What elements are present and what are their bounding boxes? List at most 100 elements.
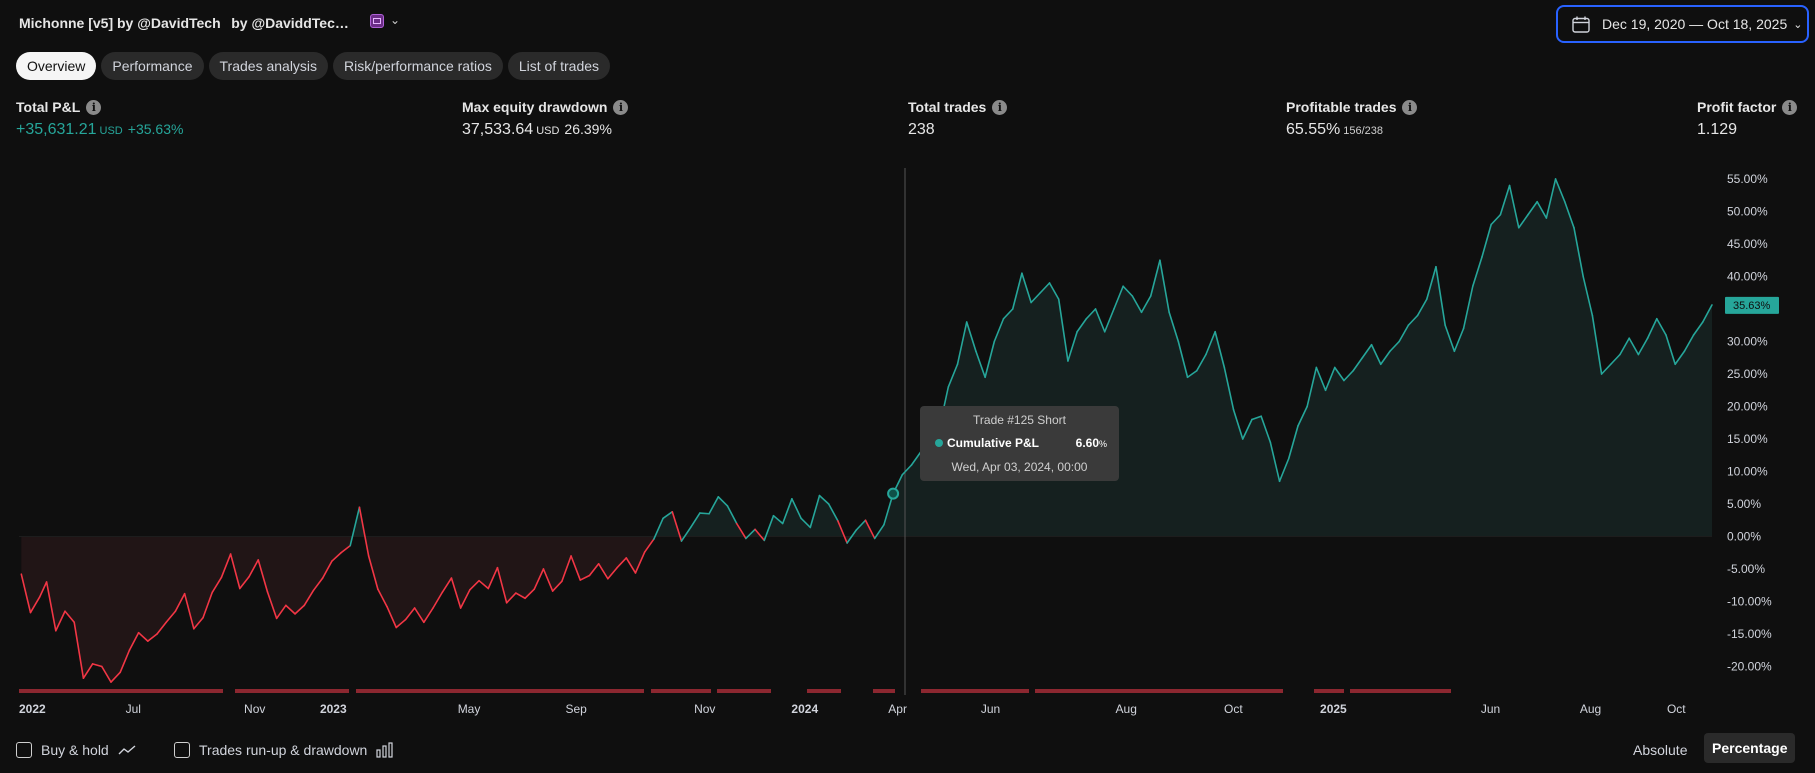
absolute-mode-button[interactable]: Absolute <box>1633 742 1688 758</box>
x-tick-label: Jul <box>126 702 141 716</box>
equity-line-segment <box>1140 295 1152 314</box>
equity-line-segment <box>956 321 968 366</box>
x-tick-label: Nov <box>694 702 715 716</box>
equity-line-segment <box>579 574 591 581</box>
equity-line-segment <box>1186 369 1198 379</box>
info-icon[interactable]: i <box>613 99 629 115</box>
chevron-down-icon[interactable]: ⌄ <box>390 13 401 27</box>
info-icon[interactable]: i <box>1782 99 1798 115</box>
equity-line-segment <box>993 317 1005 343</box>
equity-line-segment <box>1306 366 1318 408</box>
equity-line-segment <box>312 577 324 592</box>
equity-line-segment <box>754 528 766 542</box>
equity-line-segment <box>1444 324 1456 353</box>
strategy-title[interactable]: Michonne [v5] by @DavidTech by @DaviddTe… <box>19 15 349 31</box>
buy-hold-label: Buy & hold <box>41 742 109 758</box>
tab-performance[interactable]: Performance <box>101 52 204 80</box>
equity-line-segment <box>837 520 848 544</box>
equity-line-segment <box>1333 366 1345 382</box>
date-range-button[interactable]: Dec 19, 2020 — Oct 18, 2025 ⌄ <box>1556 5 1809 43</box>
chart-tooltip: Trade #125 Short Cumulative P&L 6.60 % W… <box>920 406 1119 481</box>
equity-line-segment <box>496 566 508 604</box>
metric-value: +35,631.21 <box>16 121 97 138</box>
bar-chart-icon <box>376 742 393 758</box>
tooltip-unit: % <box>1098 439 1107 449</box>
equity-line-segment <box>1131 295 1143 314</box>
tab-risk-performance-ratios[interactable]: Risk/performance ratios <box>333 52 503 80</box>
equity-line-segment <box>137 631 149 642</box>
tab-overview[interactable]: Overview <box>16 52 97 80</box>
x-tick-label: Aug <box>1580 702 1601 716</box>
equity-line-segment <box>1076 317 1088 333</box>
tab-bar: Overview Performance Trades analysis Ris… <box>16 52 611 80</box>
y-tick-label: 30.00% <box>1727 335 1768 349</box>
equity-line-segment <box>29 596 41 614</box>
equity-line-segment <box>515 592 526 600</box>
x-tick-label: 2022 <box>19 702 46 716</box>
equity-line-segment <box>1665 334 1676 366</box>
drawdown-marker <box>873 689 895 693</box>
equity-line-segment <box>1343 369 1354 382</box>
equity-chart[interactable]: 55.00%50.00%45.00%40.00%35.00%30.00%25.0… <box>0 160 1815 725</box>
equity-line-segment <box>505 592 517 604</box>
metric-label: Max equity drawdown <box>462 99 608 115</box>
equity-line-segment <box>570 555 582 581</box>
equity-line-segment <box>965 321 977 353</box>
equity-line-segment <box>1241 418 1253 440</box>
info-icon[interactable]: i <box>992 99 1008 115</box>
metric-percent: 26.39% <box>564 121 612 137</box>
equity-line-segment <box>266 590 278 620</box>
percentage-mode-button[interactable]: Percentage <box>1704 733 1796 763</box>
profit-area <box>21 179 1712 537</box>
info-icon[interactable]: i <box>1402 99 1418 115</box>
hovered-trade-point <box>887 487 900 500</box>
equity-line-segment <box>321 560 333 579</box>
runup-drawdown-checkbox[interactable] <box>174 742 190 758</box>
tab-trades-analysis[interactable]: Trades analysis <box>208 52 329 80</box>
x-tick-label: May <box>458 702 481 716</box>
chart-footer: Buy & hold Trades run-up & drawdown Abso… <box>0 730 1815 773</box>
equity-line-segment <box>1527 200 1538 216</box>
equity-line-segment <box>1370 343 1382 366</box>
equity-line-segment <box>1269 441 1281 483</box>
equity-line-segment <box>340 544 352 554</box>
drawdown-marker <box>807 689 841 693</box>
equity-line-segment <box>1453 327 1465 353</box>
equity-line-segment <box>1232 408 1244 440</box>
info-icon[interactable]: i <box>86 99 102 115</box>
equity-line-segment <box>763 514 775 542</box>
drawdown-marker <box>1314 689 1344 693</box>
equity-line-segment <box>432 591 444 609</box>
equity-line-segment <box>395 618 407 629</box>
equity-line-segment <box>846 529 858 544</box>
equity-line-segment <box>680 526 692 542</box>
equity-line-segment <box>1195 353 1207 372</box>
equity-line-segment <box>367 555 379 590</box>
calendar-badge-icon[interactable] <box>370 14 384 28</box>
equity-line-segment <box>1214 330 1226 369</box>
drawdown-marker <box>651 689 711 693</box>
equity-line-segment <box>910 451 922 466</box>
y-tick-label: 20.00% <box>1727 400 1768 414</box>
buy-hold-toggle[interactable]: Buy & hold <box>16 742 136 758</box>
calendar-icon <box>1572 16 1590 33</box>
equity-line-segment <box>404 607 416 621</box>
equity-line-segment <box>708 496 720 515</box>
y-tick-label: 5.00% <box>1727 497 1761 511</box>
buy-hold-checkbox[interactable] <box>16 742 32 758</box>
equity-line-segment <box>45 581 57 632</box>
equity-line-segment <box>1425 265 1437 301</box>
tab-list-of-trades[interactable]: List of trades <box>507 52 611 80</box>
equity-line-segment <box>597 562 609 580</box>
equity-line-segment <box>1103 308 1115 333</box>
equity-line-segment <box>331 551 342 563</box>
runup-drawdown-toggle[interactable]: Trades run-up & drawdown <box>174 742 394 758</box>
equity-line-segment <box>671 510 683 542</box>
equity-line-segment <box>1030 291 1042 304</box>
equity-line-segment <box>1416 298 1428 317</box>
equity-line-segment <box>1094 308 1106 333</box>
equity-line-segment <box>1508 184 1520 229</box>
equity-line-segment <box>1048 282 1060 301</box>
equity-line-segment <box>20 573 32 614</box>
equity-line-segment <box>1122 285 1134 297</box>
